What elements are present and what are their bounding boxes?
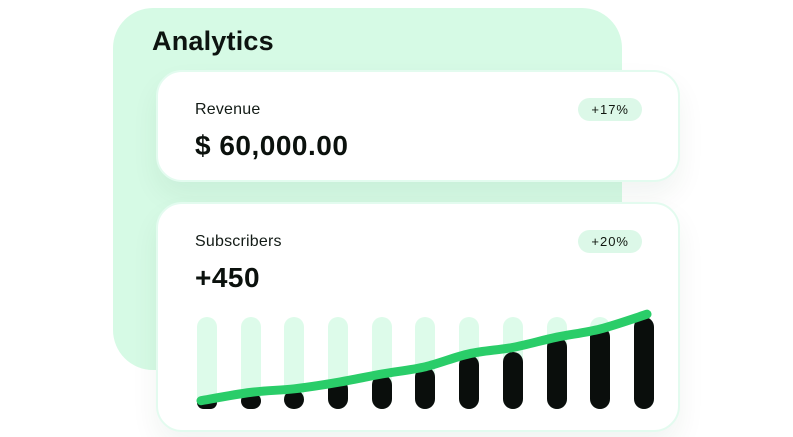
chart-bar bbox=[590, 327, 611, 409]
chart-bar bbox=[459, 354, 480, 409]
chart-column bbox=[633, 317, 654, 409]
chart-column bbox=[590, 317, 611, 409]
chart-bar bbox=[284, 389, 305, 409]
trend-line-path bbox=[196, 309, 652, 406]
page-title: Analytics bbox=[152, 26, 274, 56]
chart-bar bbox=[415, 366, 436, 409]
chart-column bbox=[240, 317, 261, 409]
chart-bar bbox=[633, 317, 654, 409]
chart-column bbox=[502, 317, 523, 409]
revenue-card[interactable]: Revenue +17% $ 60,000.00 bbox=[156, 70, 680, 182]
subscribers-value: +450 bbox=[195, 262, 261, 293]
subscribers-change-badge: +20% bbox=[578, 230, 642, 253]
subscribers-label: Subscribers bbox=[195, 232, 282, 250]
trend-line bbox=[196, 309, 652, 406]
revenue-value: $ 60,000.00 bbox=[195, 130, 349, 161]
chart-track bbox=[240, 317, 261, 409]
chart-bar bbox=[546, 337, 567, 409]
subscribers-card[interactable]: Subscribers +20% +450 bbox=[156, 202, 680, 432]
chart-column bbox=[459, 317, 480, 409]
chart-track bbox=[197, 317, 217, 409]
revenue-label: Revenue bbox=[195, 100, 261, 118]
revenue-change-badge: +17% bbox=[578, 98, 642, 121]
chart-bar bbox=[502, 352, 523, 409]
chart-column bbox=[371, 317, 392, 409]
chart-bar bbox=[371, 375, 392, 409]
subscribers-chart bbox=[196, 309, 654, 409]
